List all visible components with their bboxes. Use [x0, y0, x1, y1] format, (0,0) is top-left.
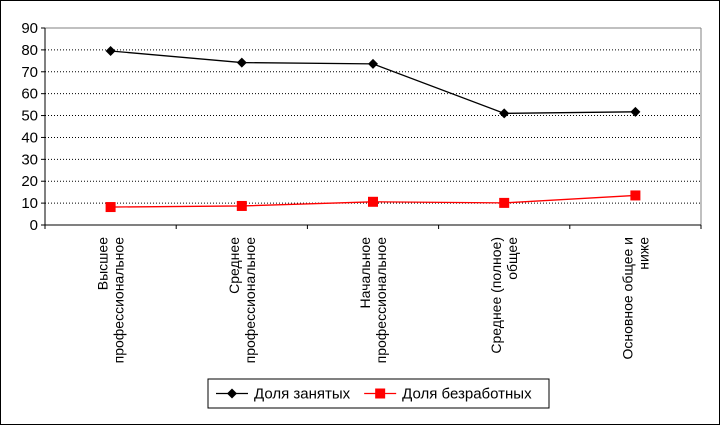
point-1-3: [499, 197, 510, 208]
x-tick-label-line: Начальное: [357, 237, 373, 309]
legend-marker-1: [375, 388, 386, 399]
legend-label-1: Доля безработных: [402, 386, 532, 403]
x-tick-label-line: ниже: [635, 237, 651, 270]
point-0-2: [368, 58, 378, 69]
y-tick-label-50: 50: [21, 108, 38, 125]
x-tick-label-line: профессиональное: [242, 237, 258, 364]
x-tick-label-line: профессиональное: [111, 237, 127, 364]
x-tick-label-0: Высшее профессиональное: [95, 237, 127, 364]
y-tick-label-10: 10: [21, 195, 38, 212]
x-tick-label-1: Среднее профессиональное: [226, 237, 258, 364]
point-1-4: [630, 190, 641, 201]
point-1-2: [368, 196, 378, 207]
legend: Доля занятых Доля безработных: [207, 378, 550, 409]
point-0-3: [499, 108, 510, 119]
x-tick-label-line: общее: [504, 237, 520, 280]
y-tick-label-0: 0: [30, 217, 38, 234]
point-0-1: [236, 57, 247, 68]
series: [105, 45, 641, 213]
y-tick-label-60: 60: [21, 86, 38, 103]
point-1-1: [236, 200, 247, 211]
x-tick-label-line: профессиональное: [373, 237, 389, 364]
point-0-4: [630, 106, 641, 117]
x-tick-label-2: Начальное профессиональное: [357, 237, 389, 364]
point-0-0: [105, 45, 116, 56]
legend-marker-0: [227, 388, 237, 399]
x-tick-label-line: Среднее: [226, 237, 242, 294]
x-tick-label-line: Среднее (полное): [488, 237, 504, 354]
x-tick-label-3: Среднее (полное) общее: [488, 237, 520, 354]
x-tick-labels: Высшее профессиональное Среднее профессиона…: [95, 237, 652, 364]
y-tick-labels: 0 10 20 30 40 50 60 70 80 90: [21, 20, 38, 234]
x-tick-label-line: Основное общее и: [619, 237, 635, 360]
axes: [41, 27, 702, 229]
x-tick-label-line: Высшее: [95, 237, 111, 290]
legend-label-0: Доля занятых: [254, 386, 351, 403]
y-tick-label-20: 20: [21, 173, 38, 190]
point-1-0: [105, 202, 116, 213]
y-tick-label-70: 70: [21, 64, 38, 81]
y-tick-label-80: 80: [21, 42, 38, 59]
y-tick-label-30: 30: [21, 151, 38, 168]
y-tick-label-40: 40: [21, 129, 38, 146]
x-tick-label-4: Основное общее и ниже: [619, 237, 651, 360]
y-tick-label-90: 90: [21, 20, 38, 37]
